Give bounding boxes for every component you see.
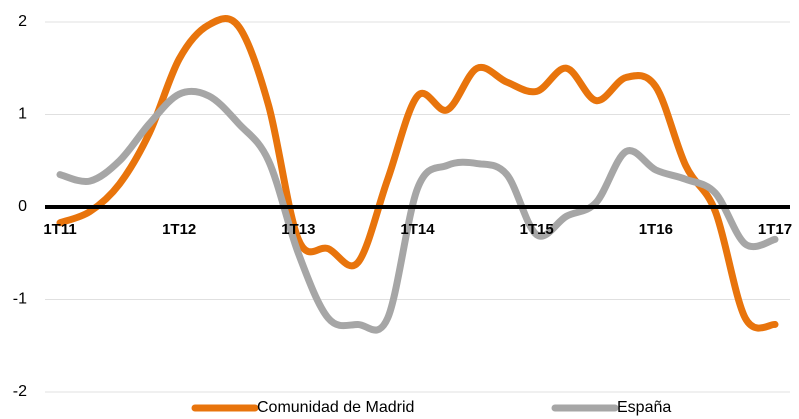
y-tick-label: 1 xyxy=(18,106,27,123)
x-tick-label: 1T17 xyxy=(758,221,792,238)
y-tick-label: 0 xyxy=(18,198,27,215)
series-line xyxy=(56,15,779,332)
x-tick-label: 1T13 xyxy=(281,221,315,238)
y-tick-label: -2 xyxy=(13,383,27,400)
y-tick-label: -1 xyxy=(13,291,27,308)
x-tick-label: 1T12 xyxy=(162,221,196,238)
legend-label: Comunidad de Madrid xyxy=(257,399,414,416)
x-tick-label: 1T16 xyxy=(639,221,673,238)
y-tick-label: 2 xyxy=(18,13,27,30)
legend-label: España xyxy=(617,399,671,416)
x-tick-label: 1T15 xyxy=(520,221,554,238)
x-tick-label: 1T11 xyxy=(43,221,76,238)
x-tick-label: 1T14 xyxy=(400,221,435,238)
series-line xyxy=(56,87,779,334)
